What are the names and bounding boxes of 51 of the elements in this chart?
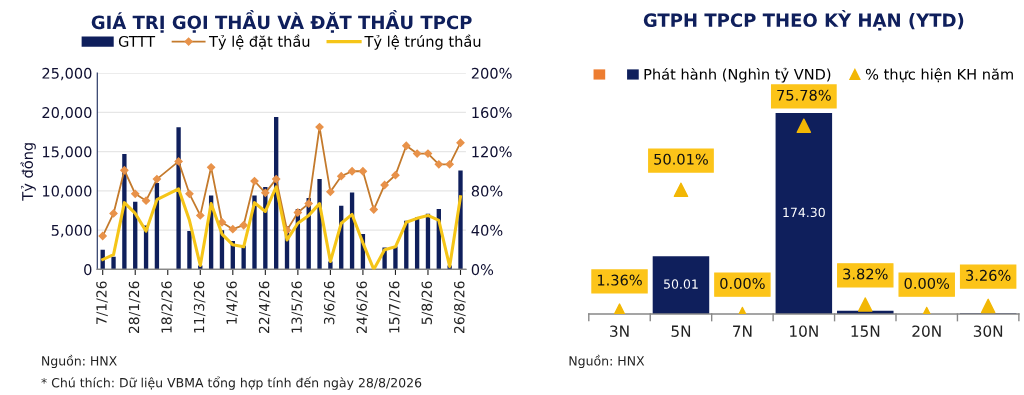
chart-title: GIÁ TRỊ GỌI THẦU VÀ ĐẶT THẦU TPCP [91,9,472,33]
y-tick-label: 5,000 [51,224,92,238]
x-tick-label: 22/4/26 [258,281,271,334]
chart-title: GTPH TPCP THEO KỲ HẠN (YTD) [643,9,964,31]
x-tick-label: 1/4/26 [226,281,238,324]
data-label: 0.00% [720,277,765,289]
y2-tick-label: 80% [471,185,503,197]
y2-tick-label: 160% [472,107,512,119]
x-tick-label: 24/6/26 [356,281,369,334]
data-label: 50.01 [664,279,698,289]
text: Nguồn: HNX [42,354,117,369]
y2-tick-label: 0% [471,264,494,276]
legend-label: Tỷ lệ trúng thầu [364,34,481,50]
y-tick-label: 20,000 [42,107,92,120]
y2-tick-label: 120% [472,146,512,158]
x-tick-label: 15N [851,325,880,337]
x-tick-label: 11/3/26 [193,281,206,333]
x-tick-label: 7N [733,325,752,337]
text: * Chú thích: Dữ liệu VBMA tổng hợp tính đến ngày 28/8/2026 [41,376,422,390]
y-axis-title: Tỷ đồng [20,143,36,201]
x-tick-label: 7/1/26 [96,281,108,325]
x-tick-label: 20N [912,325,941,337]
y-tick-label: 15,000 [42,146,92,159]
x-tick-label: 30N [973,325,1003,337]
legend-label: % thực hiện KH năm [865,67,1013,83]
x-tick-label: 5N [671,325,691,337]
legend-label: Tỷ lệ đặt thầu [208,34,310,50]
data-label: 3.26% [966,269,1011,281]
x-tick-label: 28/1/26 [128,281,141,334]
x-tick-label: 18/2/26 [161,281,173,333]
x-tick-label: 3/6/26 [323,281,336,325]
data-label: 50.01% [654,153,708,165]
y2-tick-label: 40% [471,224,503,236]
x-tick-label: 26/8/26 [454,281,466,334]
x-tick-label: 3N [610,325,629,337]
x-tick-label: 10N [790,325,818,337]
legend-label: Phát hành (Nghìn tỷ VND) [644,67,831,83]
legend-label: GTTT [118,35,156,47]
data-label: 75.78% [777,89,831,101]
data-label: 3.82% [843,268,888,280]
x-tick-label: 13/5/26 [291,281,303,333]
y2-tick-label: 200% [471,67,512,79]
y-tick-label: 25,000 [42,67,92,81]
y-tick-label: 0 [84,264,92,276]
x-tick-label: 15/7/26 [388,281,401,333]
data-label: 0.00% [904,277,950,289]
x-tick-label: 5/8/26 [421,281,434,325]
text: Nguồn: HNX [569,354,645,369]
data-label: 1.36% [597,274,642,286]
data-label: 174.30 [783,207,825,218]
y-tick-label: 10,000 [42,185,92,199]
